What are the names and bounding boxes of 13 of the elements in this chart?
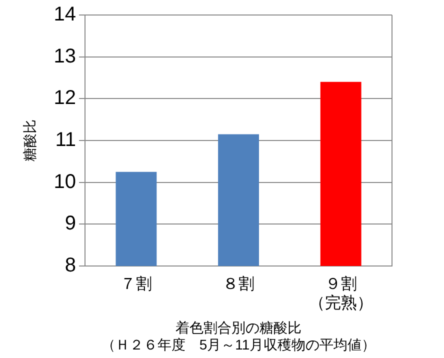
y-tick-label: 9 <box>64 212 76 235</box>
y-tick-label: 14 <box>54 4 76 26</box>
x-tick-label: ８割 <box>222 275 255 294</box>
y-tick-label: 11 <box>55 129 76 152</box>
x-axis-title: 着色割合別の糖酸比 <box>176 320 302 336</box>
y-tick-label: 12 <box>54 87 76 110</box>
text: （Ｈ２６年度 5月～11月収穫物の平均値） <box>101 336 376 352</box>
x-tick-label: ７割 <box>120 275 152 294</box>
y-tick-label: 13 <box>54 45 76 68</box>
y-tick-label: 10 <box>54 170 76 193</box>
y-axis-title: 糖酸比 <box>21 120 38 162</box>
y-tick-label: 8 <box>64 254 76 277</box>
x-tick-label: ９割（完熟） <box>308 275 373 312</box>
